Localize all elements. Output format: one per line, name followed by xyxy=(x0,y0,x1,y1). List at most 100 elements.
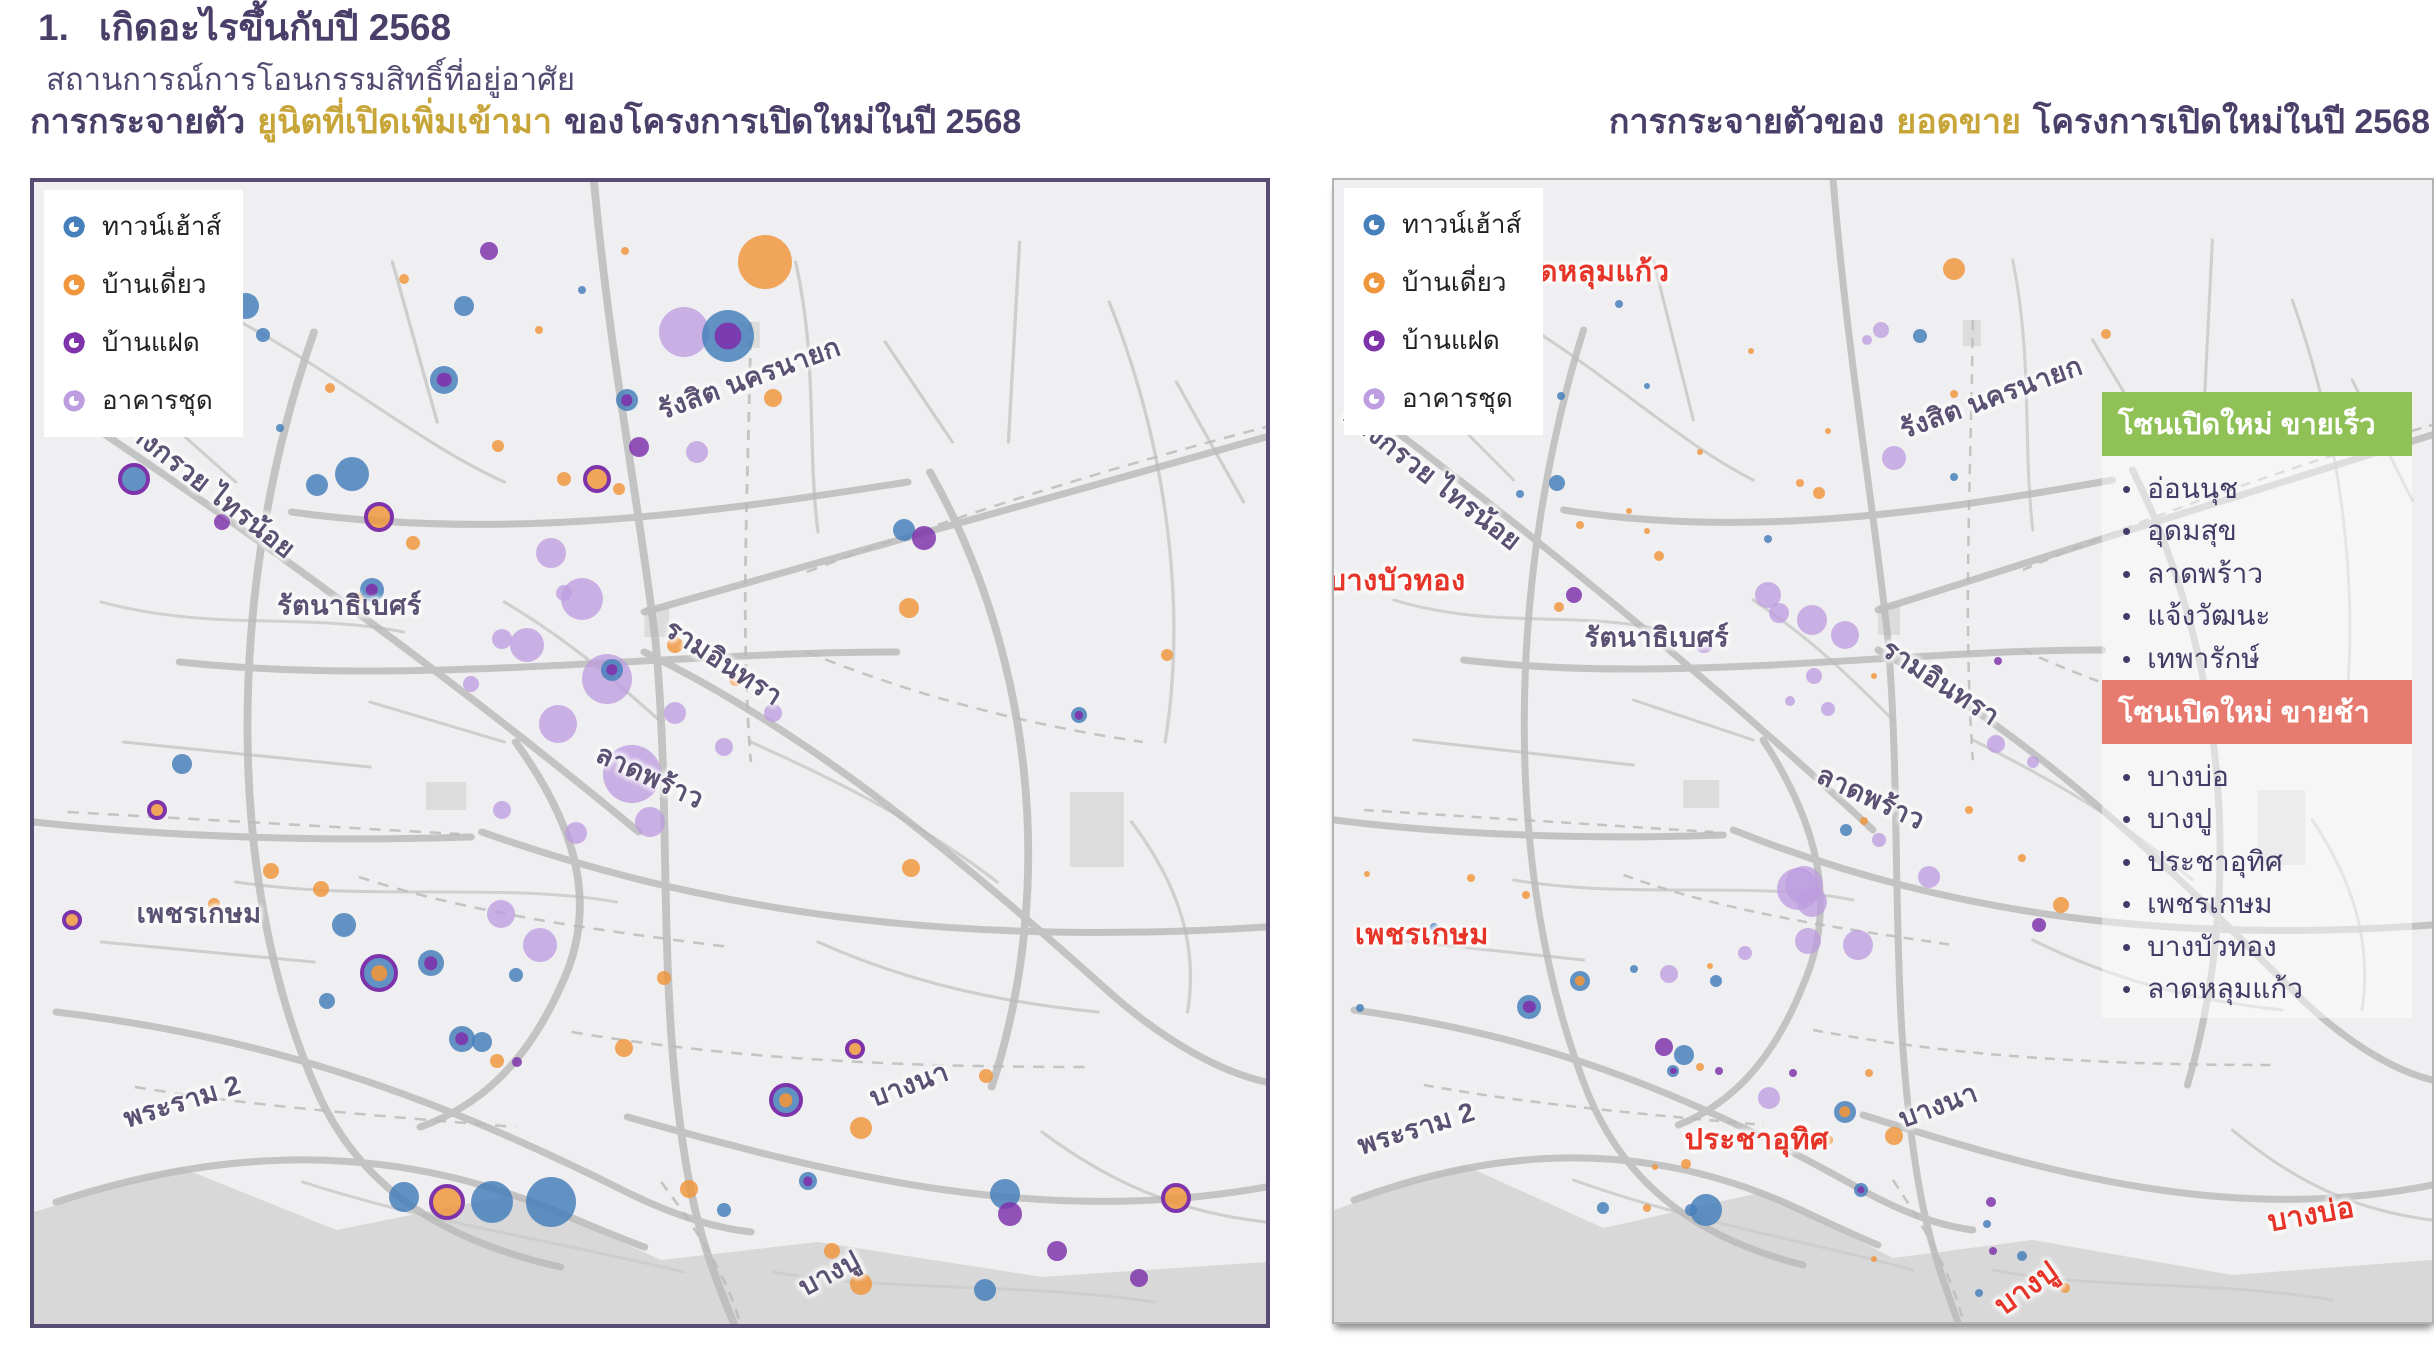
project-bubble-cd xyxy=(493,801,512,820)
zone-list-item: • อุดมสุข xyxy=(2108,510,2408,552)
project-bubble-bd xyxy=(1950,389,1959,398)
zone-item-label: อุดมสุข xyxy=(2147,515,2237,547)
project-bubble-bf xyxy=(1988,1247,1997,1256)
road-label: รัตนาธิเบศร์ xyxy=(1584,622,1730,653)
project-bubble-cd xyxy=(1768,602,1789,623)
legend-label: บ้านแฝด xyxy=(102,327,200,357)
project-bubble-bd xyxy=(1823,1135,1834,1146)
project-bubble-bd xyxy=(363,501,394,532)
project-bubble-bd xyxy=(490,1054,505,1069)
left-map-legend: ทาวน์เฮ้าส์ บ้านเดี่ยว บ้านแฝด อาคารชุด xyxy=(44,190,244,437)
left-map-panel: ทาวน์เฮ้าส์ บ้านเดี่ยว บ้านแฝด อาคารชุด … xyxy=(30,178,1270,1328)
project-bubble-cd xyxy=(602,744,661,803)
project-bubble-cd xyxy=(1695,634,1714,653)
zone-box-title: โซนเปิดใหม่ ขายเร็ว xyxy=(2102,392,2412,456)
category-pie-icon xyxy=(1363,213,1385,235)
zone-list-item: • อ่อนนุช xyxy=(2108,468,2408,510)
zone-item-label: เทพารักษ์ xyxy=(2147,642,2260,674)
project-bubble-bd xyxy=(428,1183,465,1220)
project-bubble-bd xyxy=(656,970,671,985)
project-bubble-bd xyxy=(1651,1163,1658,1170)
project-bubble-th xyxy=(417,950,444,977)
project-bubble-th xyxy=(472,1031,493,1052)
zone-list-item: • ลาดหลุมแก้ว xyxy=(2108,968,2408,1010)
project-bubble-th xyxy=(1763,534,1772,543)
project-bubble-bd xyxy=(1706,962,1713,969)
project-bubble-th xyxy=(768,1083,803,1118)
project-bubble-bf xyxy=(1130,1269,1149,1288)
page-subtitle: สถานการณ์การโอนกรรมสิทธิ์ที่อยู่อาศัย xyxy=(46,62,576,98)
project-bubble-bd xyxy=(1871,672,1878,679)
project-bubble-bd xyxy=(147,800,168,821)
legend-label: บ้านแฝด xyxy=(1402,325,1500,355)
project-bubble-bd xyxy=(1654,550,1664,561)
project-bubble-bd xyxy=(849,1273,872,1296)
project-bubble-bd xyxy=(2018,854,2027,863)
legend-label: ทาวน์เฮ้าส์ xyxy=(102,211,222,241)
heading-number: 1. xyxy=(38,7,69,48)
project-bubble-th xyxy=(1517,994,1542,1019)
zone-item-label: บางบัวทอง xyxy=(2147,930,2277,962)
project-bubble-th xyxy=(1356,1003,1365,1012)
right-map-panel: ทาวน์เฮ้าส์ บ้านเดี่ยว บ้านแฝด อาคารชุด … xyxy=(1332,178,2434,1324)
project-bubble-th xyxy=(388,1182,419,1213)
bullet-icon: • xyxy=(2122,643,2132,674)
project-bubble-cd xyxy=(1659,964,1678,983)
project-bubble-bf xyxy=(1788,1069,1797,1078)
project-bubble-cd xyxy=(1871,833,1886,848)
zone-alert-label: ประชาอุทิศ xyxy=(1684,1124,1829,1157)
project-bubble-cd xyxy=(1872,321,1889,338)
zone-alert-label: บางบัวทอง xyxy=(1332,564,1466,597)
legend-item-bd: บ้านเดี่ยว xyxy=(60,264,221,305)
project-bubble-bd xyxy=(621,246,630,255)
project-bubble-cd xyxy=(1795,927,1822,954)
legend-item-bf: บ้านแฝด xyxy=(1360,320,1521,361)
project-bubble-bd xyxy=(2060,1282,2071,1293)
bubble-core-bf xyxy=(436,372,452,387)
project-bubble-bf xyxy=(628,436,649,457)
bubble-core-bf xyxy=(1670,1067,1677,1074)
zone-box-slow-selling: โซนเปิดใหม่ ขายช้า • บางบ่อ • บางปู • ประชาอุท… xyxy=(2102,680,2412,1019)
project-bubble-bd xyxy=(1695,1063,1704,1072)
legend-label: อาคารชุด xyxy=(102,385,213,415)
left-basemap-roads xyxy=(34,182,1266,1324)
project-bubble-bd xyxy=(1884,1126,1903,1145)
project-bubble-bd xyxy=(492,439,505,452)
road-label: รัตนาธิเบศร์ xyxy=(277,590,422,621)
bubble-core-bd xyxy=(778,1093,793,1107)
project-bubble-bd xyxy=(1643,527,1650,534)
project-bubble-th xyxy=(1569,970,1590,991)
project-bubble-bd xyxy=(398,274,409,285)
zone-alert-label: เพชรเกษม xyxy=(1354,918,1489,951)
bullet-icon: • xyxy=(2122,931,2132,962)
project-bubble-cd xyxy=(1805,667,1822,684)
right-map-title: การกระจายตัวของ ยอดขาย โครงการเปิดใหม่ในปี… xyxy=(1332,100,2430,146)
project-bubble-bf xyxy=(479,241,498,260)
zone-box-title: โซนเปิดใหม่ ขายช้า xyxy=(2102,680,2412,744)
project-bubble-bd xyxy=(1795,478,1804,487)
project-bubble-th xyxy=(1557,391,1566,400)
project-bubble-bd xyxy=(207,897,220,910)
project-bubble-cd xyxy=(659,306,710,357)
project-bubble-th xyxy=(334,457,369,492)
left-map-title: การกระจายตัว ยูนิตที่เปิดเพิ่มเข้ามา ของโค… xyxy=(30,100,1021,146)
project-bubble-bd xyxy=(613,483,626,496)
bubble-core-bf xyxy=(803,1176,813,1186)
project-bubble-bd xyxy=(898,597,919,618)
project-bubble-th xyxy=(716,1202,731,1217)
zone-list-item: • เทพารักษ์ xyxy=(2108,638,2408,680)
project-bubble-cd xyxy=(1861,334,1872,345)
project-bubble-th xyxy=(448,1025,475,1052)
bubble-core-bf xyxy=(606,663,618,676)
project-bubble-cd xyxy=(1757,1087,1780,1110)
project-bubble-bf xyxy=(911,526,936,551)
project-bubble-th xyxy=(798,1172,817,1191)
bubble-core-bf xyxy=(714,322,742,350)
project-bubble-bd xyxy=(348,591,363,606)
project-bubble-bd xyxy=(849,1116,872,1139)
project-bubble-bd xyxy=(824,1242,841,1259)
project-bubble-bd xyxy=(1554,602,1565,613)
zone-list-item: • ลาดพร้าว xyxy=(2108,553,2408,595)
bubble-core-bf xyxy=(620,394,633,406)
project-bubble-th xyxy=(117,462,150,495)
